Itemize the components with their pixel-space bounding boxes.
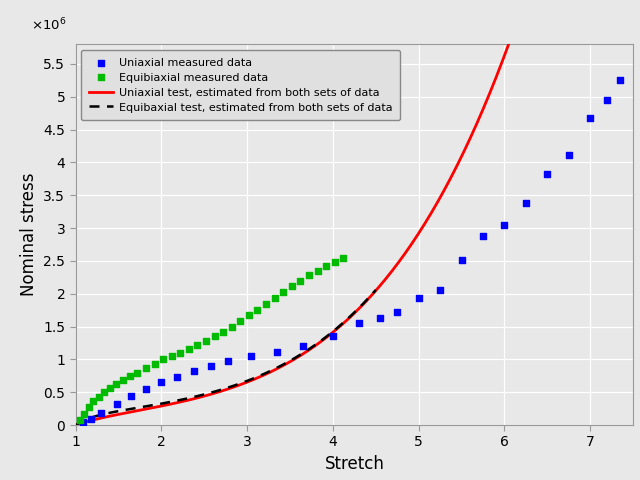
Equibiaxial measured data (236, 317, 246, 325)
Equibaxial test, estimated from both sets of data (260, 371, 268, 376)
Equibiaxial measured data (83, 404, 93, 411)
Uniaxial test, estimated from both sets of data (215, 389, 223, 395)
Uniaxial measured data (602, 96, 612, 104)
Equibiaxial measured data (261, 300, 271, 308)
X-axis label: Stretch: Stretch (324, 455, 385, 473)
Uniaxial measured data (521, 199, 531, 207)
Equibiaxial measured data (88, 397, 98, 405)
Uniaxial measured data (97, 409, 107, 417)
Equibiaxial measured data (269, 294, 280, 301)
Equibiaxial measured data (252, 306, 262, 313)
Equibiaxial measured data (193, 341, 203, 349)
Uniaxial test, estimated from both sets of data (492, 76, 499, 82)
Equibiaxial measured data (166, 352, 177, 360)
Equibaxial test, estimated from both sets of data (289, 357, 296, 362)
Line: Equibaxial test, estimated from both sets of data: Equibaxial test, estimated from both set… (76, 290, 376, 425)
Equibiaxial measured data (75, 416, 85, 424)
Equibiaxial measured data (184, 345, 194, 353)
Equibiaxial measured data (175, 349, 186, 357)
Equibiaxial measured data (227, 323, 237, 330)
Uniaxial measured data (542, 170, 552, 178)
Y-axis label: Nominal stress: Nominal stress (20, 173, 38, 297)
Equibaxial test, estimated from both sets of data (191, 394, 198, 400)
Uniaxial measured data (112, 400, 122, 408)
Uniaxial measured data (564, 151, 574, 158)
Equibiaxial measured data (99, 388, 109, 396)
Equibaxial test, estimated from both sets of data (372, 287, 380, 293)
Equibiaxial measured data (150, 360, 160, 368)
Uniaxial measured data (86, 415, 96, 422)
Equibiaxial measured data (209, 333, 220, 340)
Uniaxial measured data (77, 419, 88, 426)
Equibiaxial measured data (111, 380, 121, 387)
Equibiaxial measured data (105, 384, 115, 392)
Uniaxial measured data (172, 373, 182, 381)
Uniaxial measured data (413, 295, 424, 302)
Equibiaxial measured data (287, 282, 297, 290)
Uniaxial test, estimated from both sets of data (401, 252, 408, 257)
Uniaxial measured data (353, 320, 364, 327)
Uniaxial test, estimated from both sets of data (72, 422, 79, 428)
Uniaxial measured data (156, 379, 166, 386)
Uniaxial measured data (126, 392, 136, 400)
Uniaxial measured data (189, 367, 199, 375)
Uniaxial test, estimated from both sets of data (171, 400, 179, 406)
Legend: Uniaxial measured data, Equibiaxial measured data, Uniaxial test, estimated from: Uniaxial measured data, Equibiaxial meas… (81, 50, 401, 120)
Equibaxial test, estimated from both sets of data (72, 422, 79, 428)
Equibiaxial measured data (295, 277, 305, 285)
Uniaxial measured data (246, 352, 257, 360)
Equibiaxial measured data (118, 377, 128, 384)
Equibiaxial measured data (278, 288, 289, 296)
Uniaxial measured data (392, 308, 403, 316)
Uniaxial measured data (223, 358, 234, 365)
Uniaxial test, estimated from both sets of data (324, 333, 332, 339)
Equibiaxial measured data (312, 267, 323, 275)
Uniaxial measured data (615, 76, 625, 84)
Text: $\times 10^6$: $\times 10^6$ (31, 16, 67, 33)
Uniaxial measured data (141, 385, 151, 393)
Uniaxial measured data (478, 232, 488, 240)
Equibiaxial measured data (338, 254, 348, 262)
Equibiaxial measured data (79, 410, 90, 418)
Uniaxial measured data (585, 114, 595, 121)
Uniaxial measured data (298, 342, 308, 350)
Uniaxial measured data (435, 287, 445, 294)
Equibiaxial measured data (304, 272, 314, 279)
Uniaxial measured data (375, 314, 385, 322)
Uniaxial measured data (206, 362, 216, 370)
Line: Uniaxial test, estimated from both sets of data: Uniaxial test, estimated from both sets … (76, 0, 633, 425)
Equibiaxial measured data (330, 258, 340, 266)
Equibiaxial measured data (141, 364, 151, 372)
Uniaxial measured data (499, 221, 509, 228)
Equibiaxial measured data (218, 328, 228, 336)
Equibaxial test, estimated from both sets of data (290, 356, 298, 361)
Equibaxial test, estimated from both sets of data (108, 409, 116, 415)
Equibiaxial measured data (321, 263, 332, 270)
Equibiaxial measured data (158, 356, 168, 363)
Equibiaxial measured data (132, 369, 143, 376)
Uniaxial measured data (328, 333, 338, 340)
Equibiaxial measured data (93, 393, 104, 401)
Uniaxial measured data (456, 256, 467, 264)
Uniaxial measured data (272, 348, 282, 355)
Equibiaxial measured data (244, 312, 254, 319)
Uniaxial test, estimated from both sets of data (444, 180, 452, 186)
Equibiaxial measured data (201, 337, 211, 345)
Equibaxial test, estimated from both sets of data (170, 398, 177, 404)
Equibiaxial measured data (125, 372, 135, 380)
